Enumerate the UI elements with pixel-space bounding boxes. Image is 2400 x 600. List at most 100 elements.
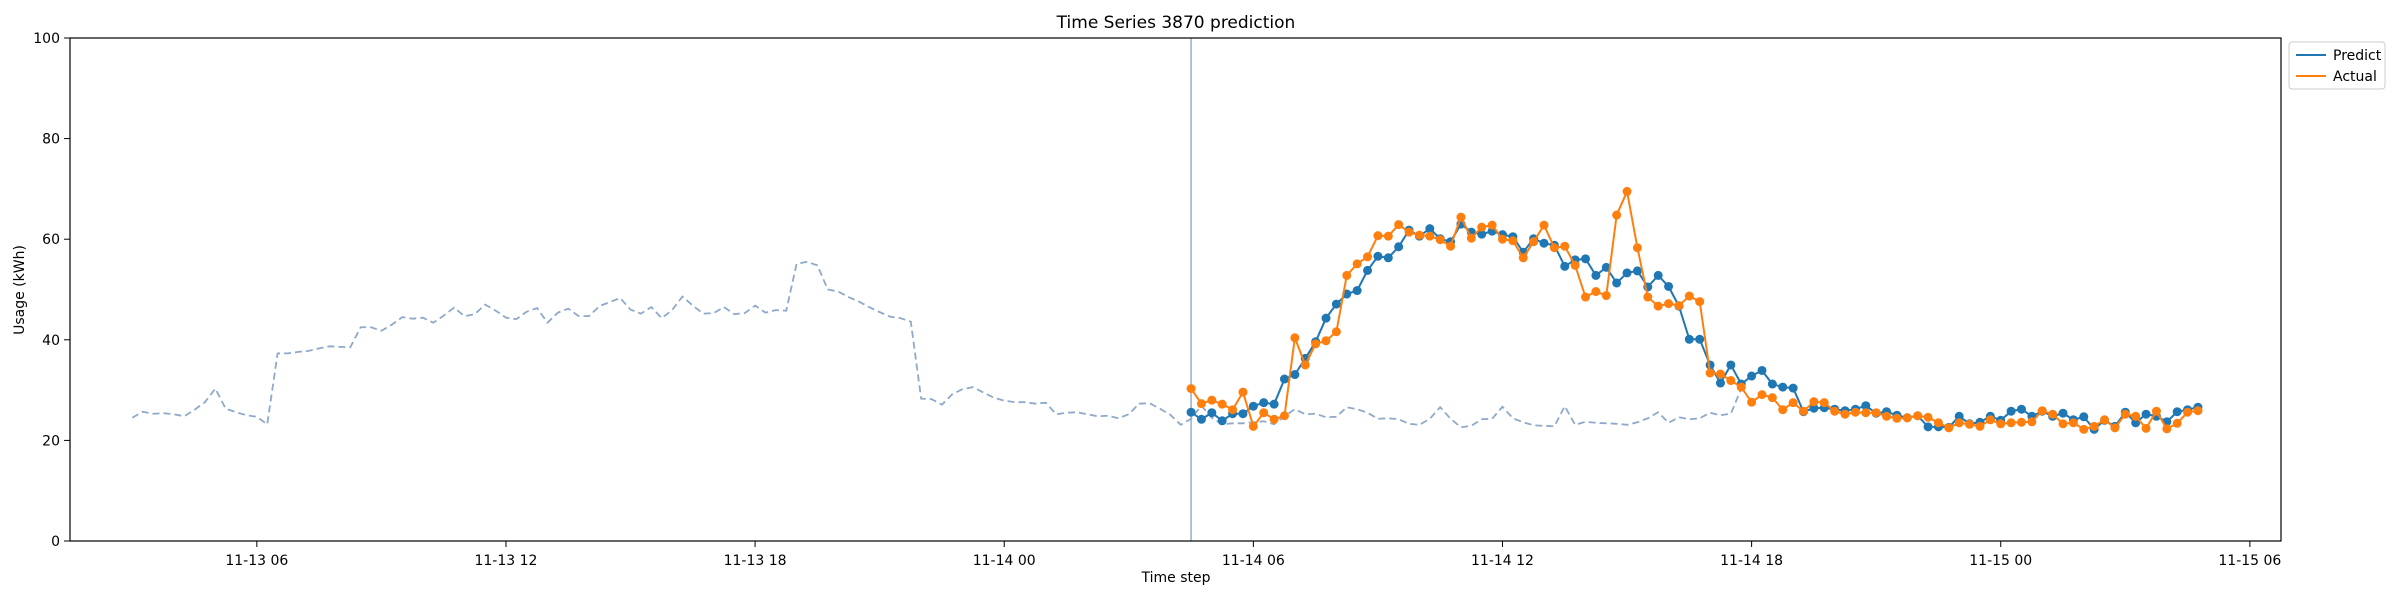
- actual-point: [1456, 212, 1466, 222]
- x-tick-label: 11-14 12: [1471, 553, 1534, 569]
- predict-point: [1591, 270, 1601, 280]
- actual-series: [1186, 186, 2203, 434]
- actual-point: [1549, 243, 1559, 253]
- x-tick-label: 11-13 06: [225, 553, 288, 569]
- actual-point: [1425, 231, 1435, 241]
- actual-point: [1612, 210, 1622, 220]
- actual-point: [1965, 419, 1975, 429]
- actual-point: [1601, 291, 1611, 301]
- actual-point: [2006, 418, 2016, 428]
- actual-point: [1570, 260, 1580, 270]
- actual-point: [1736, 382, 1746, 392]
- predict-point: [2172, 407, 2182, 417]
- actual-point: [1861, 408, 1871, 418]
- predict-point: [1373, 251, 1383, 261]
- predict-point: [2006, 406, 2016, 416]
- predict-point: [1477, 229, 1487, 239]
- actual-point: [1985, 415, 1995, 425]
- predict-point: [1331, 299, 1341, 309]
- actual-point: [2151, 406, 2161, 416]
- actual-point: [1809, 397, 1819, 407]
- actual-point: [1996, 419, 2006, 429]
- actual-point: [1248, 421, 1258, 431]
- y-tick-label: 0: [51, 534, 60, 550]
- predict-point: [1560, 261, 1570, 271]
- actual-point: [1414, 230, 1424, 240]
- actual-point: [1560, 241, 1570, 251]
- plot-area: [131, 38, 2203, 541]
- actual-point: [2068, 418, 2078, 428]
- actual-point: [2193, 406, 2203, 416]
- actual-point: [1279, 411, 1289, 421]
- actual-point: [1653, 301, 1663, 311]
- predict-point: [1290, 370, 1300, 380]
- predict-point: [1861, 401, 1871, 411]
- actual-point: [1186, 384, 1196, 394]
- predict-point: [1715, 378, 1725, 388]
- actual-point: [2016, 417, 2026, 427]
- actual-point: [1933, 418, 1943, 428]
- actual-point: [1539, 220, 1549, 230]
- actual-point: [2172, 418, 2182, 428]
- predict-point: [1726, 360, 1736, 370]
- predict-point: [1632, 266, 1642, 276]
- predict-point: [1809, 403, 1819, 413]
- actual-point: [1757, 390, 1767, 400]
- predict-point: [1684, 334, 1694, 344]
- actual-point: [2120, 409, 2130, 419]
- x-tick-label: 11-14 18: [1720, 553, 1783, 569]
- actual-point: [1228, 405, 1238, 415]
- axes: 11-13 06 11-13 12 11-13 18 11-14 00 11-14 06…: [33, 31, 2281, 569]
- actual-point: [1643, 292, 1653, 302]
- predict-point: [1259, 398, 1269, 408]
- predict-point: [1747, 371, 1757, 381]
- actual-point: [1819, 398, 1829, 408]
- predict-point: [1757, 365, 1767, 375]
- predict-point: [1269, 399, 1279, 409]
- actual-point: [2110, 423, 2120, 433]
- actual-point: [1892, 413, 1902, 423]
- actual-point: [1871, 408, 1881, 418]
- predict-point: [1363, 265, 1373, 275]
- predict-point: [1186, 407, 1196, 417]
- predict-point: [1539, 238, 1549, 248]
- actual-point: [1882, 411, 1892, 421]
- predict-point: [1394, 242, 1404, 252]
- predict-point: [1279, 374, 1289, 384]
- actual-point: [1944, 423, 1954, 433]
- actual-point: [1290, 333, 1300, 343]
- predict-point: [1383, 253, 1393, 263]
- actual-point: [1684, 291, 1694, 301]
- actual-point: [1840, 409, 1850, 419]
- actual-point: [1581, 292, 1591, 302]
- actual-point: [1435, 235, 1445, 245]
- x-tick-label: 11-13 18: [724, 553, 787, 569]
- predict-point: [2141, 409, 2151, 419]
- legend-box: [2288, 41, 2386, 90]
- predict-point: [1767, 379, 1777, 389]
- x-tick-label: 11-13 12: [474, 553, 537, 569]
- actual-point: [1632, 243, 1642, 253]
- plot-frame: [69, 37, 2282, 542]
- actual-point: [1238, 387, 1248, 397]
- actual-point: [1373, 231, 1383, 241]
- actual-point: [1913, 411, 1923, 421]
- predict-point: [1778, 382, 1788, 392]
- predict-point: [2079, 412, 2089, 422]
- predict-point: [1788, 383, 1798, 393]
- actual-point: [1477, 222, 1487, 232]
- actual-point: [1830, 406, 1840, 416]
- predict-point: [1248, 401, 1258, 411]
- actual-point: [1529, 237, 1539, 247]
- predict-point: [1352, 286, 1362, 296]
- actual-point: [1799, 406, 1809, 416]
- chart-title: Time Series 3870 prediction: [1056, 13, 1296, 33]
- actual-point: [1518, 253, 1528, 263]
- actual-point: [1196, 399, 1206, 409]
- legend: Predict Actual: [2288, 41, 2386, 90]
- actual-point: [2027, 417, 2037, 427]
- predict-point: [1238, 409, 1248, 419]
- legend-predict-label: Predict: [2333, 48, 2382, 64]
- predict-point: [2131, 418, 2141, 428]
